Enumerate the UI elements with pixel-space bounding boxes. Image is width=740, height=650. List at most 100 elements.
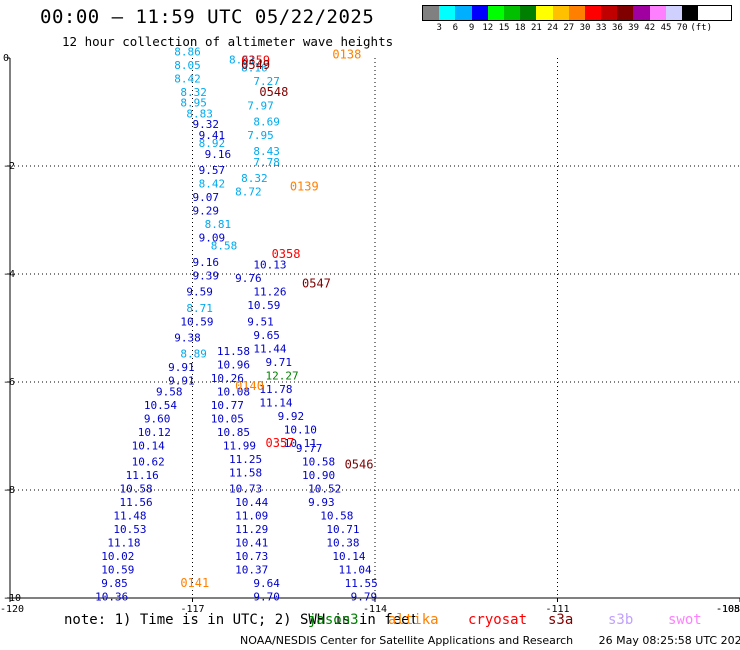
- wave-height-point: 8.72: [235, 186, 261, 199]
- wave-height-point: 8.71: [186, 302, 213, 315]
- wave-height-point: 8.92: [199, 137, 226, 150]
- wave-height-point: 9.60: [144, 413, 171, 426]
- wave-height-point: 9.91: [168, 375, 195, 388]
- wave-height-point: 10.90: [302, 469, 335, 482]
- color-scale-label: 45: [660, 23, 672, 33]
- credit-date: 26 May 08:25:58 UTC 2025: [598, 634, 740, 647]
- wave-height-point: 9.93: [308, 496, 335, 509]
- wave-height-point: 9.09: [199, 232, 226, 245]
- wave-height-point: 10.85: [217, 426, 250, 439]
- x-tick-label: -114: [363, 604, 387, 612]
- wave-height-point: 9.71: [266, 356, 293, 369]
- color-scale-unit: (ft): [690, 23, 713, 33]
- wave-height-point: 9.41: [199, 129, 226, 142]
- color-swatch: [584, 6, 602, 20]
- wave-height-point: 8.81: [205, 218, 232, 231]
- wave-height-point: 11.55: [345, 577, 378, 590]
- wave-height-point: 10.71: [326, 523, 359, 536]
- wave-height-point: 7.78: [253, 156, 279, 169]
- wave-height-point: 8.42: [199, 178, 226, 191]
- color-swatch: [665, 6, 682, 20]
- wave-height-point: 10.02: [101, 550, 134, 563]
- pass-time-label: 0549: [241, 58, 270, 72]
- wave-height-point: 10.73: [229, 483, 262, 496]
- wave-height-point: 10.10: [284, 423, 317, 436]
- wave-height-point: 10.77: [211, 399, 244, 412]
- wave-height-point: 9.58: [156, 386, 183, 399]
- wave-height-point: 11.58: [229, 467, 262, 480]
- wave-height-point: 8.95: [180, 97, 207, 110]
- wave-height-point: 8.05: [174, 59, 201, 72]
- wave-height-point: 11.48: [113, 510, 146, 523]
- color-scale-label: 15: [498, 23, 510, 33]
- x-tick-label: -117: [180, 604, 204, 612]
- y-tick-label: -8: [3, 485, 15, 496]
- credit-line: NOAA/NESDIS Center for Satellite Applica…: [240, 634, 740, 647]
- legend-entry-altika: altika: [388, 612, 439, 628]
- y-tick-label: -4: [3, 269, 15, 280]
- wave-height-point: 11.25: [229, 453, 262, 466]
- wave-height-point: 9.38: [174, 332, 201, 345]
- wave-height-point: 10.37: [235, 564, 268, 577]
- pass-time-label: 0546: [345, 457, 374, 471]
- wave-height-point: 10.26: [211, 372, 244, 385]
- color-swatch: [568, 6, 585, 20]
- wave-height-point: 10.14: [332, 550, 365, 563]
- wave-height-point: 10.41: [235, 537, 268, 550]
- x-tick-label: -105: [716, 604, 740, 612]
- pass-time-label: 0141: [180, 576, 209, 590]
- wave-height-point: 8.83: [186, 107, 213, 120]
- color-scale-labels: 3 6 9 12 15 18 21 24 27 30 33 36 39 42 45 70 (ft): [422, 21, 732, 33]
- wave-height-point: 11.29: [235, 523, 268, 536]
- color-scale-label: 9: [468, 23, 475, 33]
- wave-height-point: 9.07: [193, 191, 220, 204]
- wave-height-point: 11.14: [259, 396, 292, 409]
- wave-height-point: 11.04: [339, 564, 372, 577]
- color-scale-label: 12: [482, 23, 494, 33]
- wave-height-point: 10.54: [144, 399, 177, 412]
- wave-height-point: 9.76: [235, 272, 261, 285]
- pass-time-label: 0139: [290, 179, 319, 193]
- credit-org: NOAA/NESDIS Center for Satellite Applica…: [240, 634, 574, 647]
- wave-height-point: 11.16: [126, 469, 159, 482]
- color-scale-label: 21: [530, 23, 542, 33]
- pass-time-label: 0359: [241, 53, 270, 67]
- wave-height-point: 11.44: [253, 342, 286, 355]
- pass-time-label: 0357: [266, 436, 295, 450]
- color-swatch: [682, 6, 699, 20]
- legend-entry-s3b: s3b: [608, 612, 634, 628]
- color-scale-label: 70: [676, 23, 688, 33]
- wave-height-point: 10.53: [113, 523, 146, 536]
- color-swatch: [617, 6, 634, 20]
- color-swatch: [487, 6, 504, 20]
- wave-height-point: 8.86: [174, 45, 201, 58]
- color-swatch: [520, 6, 537, 20]
- wave-height-point: 9.91: [168, 361, 195, 374]
- y-tick-label: -2: [3, 161, 15, 172]
- wave-height-point: 9.16: [205, 148, 232, 161]
- color-swatch: [649, 6, 666, 20]
- wave-height-point: 9.57: [199, 164, 226, 177]
- color-swatch: [503, 6, 521, 20]
- color-scale-label: 27: [563, 23, 575, 33]
- wave-height-point: 10.58: [302, 456, 335, 469]
- wave-height-point: 10.11: [284, 437, 317, 450]
- pass-time-label: 0140: [235, 379, 264, 393]
- color-swatch: [455, 6, 472, 20]
- color-swatch: [423, 6, 440, 20]
- y-tick-label: 0: [3, 53, 9, 64]
- wave-height-point: 8.16: [241, 62, 268, 75]
- wave-height-point: 11.09: [235, 510, 268, 523]
- wave-height-point: 10.12: [138, 426, 171, 439]
- x-tick-label: -120: [0, 604, 24, 612]
- wave-height-point: 9.70: [253, 591, 279, 604]
- wave-height-point: 8.32: [180, 86, 207, 99]
- color-swatch: [471, 6, 488, 20]
- legend-entry-jason3: jason3: [308, 612, 359, 628]
- color-scale-label: 18: [514, 23, 526, 33]
- legend-entry-s3a: s3a: [548, 612, 574, 628]
- pass-time-label: 0138: [332, 48, 361, 62]
- wave-height-point: 7.95: [247, 129, 274, 142]
- color-swatch: [633, 6, 650, 20]
- pass-time-label: 0547: [302, 277, 331, 291]
